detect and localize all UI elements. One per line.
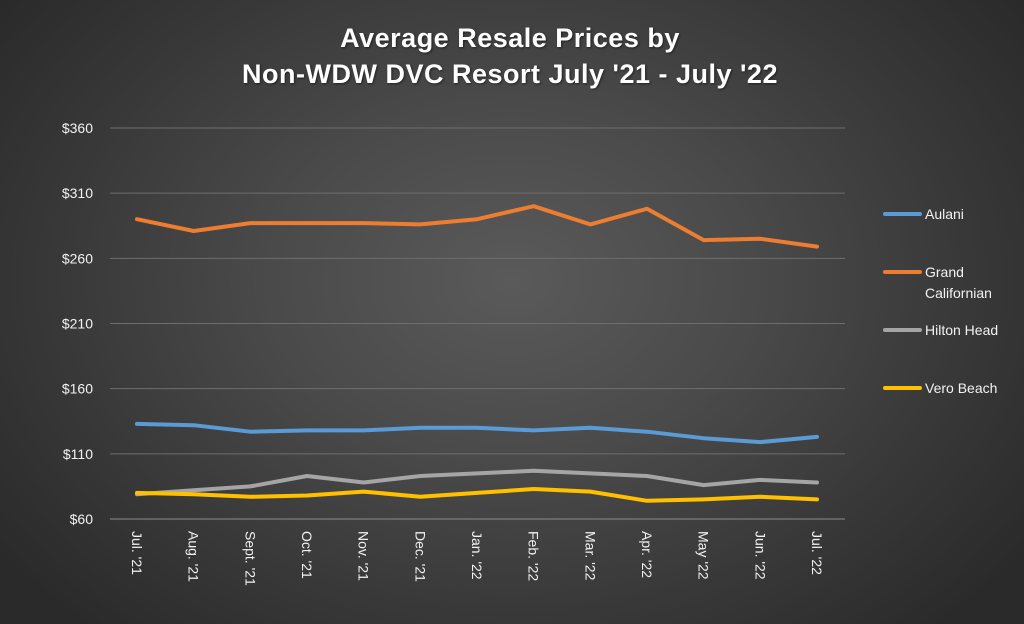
y-tick-label: $260	[62, 250, 93, 266]
series-line-hilton-head	[135, 468, 819, 497]
x-tick-label: Jan. '22	[469, 531, 485, 580]
x-tick-label: Jul. '22	[809, 531, 825, 575]
series-line-grand-californian	[135, 204, 819, 249]
x-tick-label: Jun. '22	[752, 531, 768, 580]
chart-title: Average Resale Prices by Non-WDW DVC Res…	[140, 20, 880, 92]
x-tick-label: Sept. '21	[242, 531, 258, 586]
legend-label: Hilton Head	[925, 322, 998, 338]
y-tick-label: $360	[62, 120, 93, 136]
y-tick-label: $110	[63, 446, 93, 462]
y-tick-label: $210	[62, 316, 93, 332]
chart-title-line-1: Average Resale Prices by	[340, 23, 680, 53]
x-tick-label: Nov. '21	[356, 531, 372, 581]
series-line-vero-beach	[135, 487, 819, 503]
y-tick-label: $310	[62, 185, 93, 201]
legend-label: Californian	[925, 285, 992, 301]
x-tick-label: Apr. '22	[639, 531, 655, 578]
legend-label: Aulani	[925, 206, 964, 222]
legend-label: Vero Beach	[925, 380, 997, 396]
x-tick-label: Feb. '22	[526, 531, 542, 581]
y-tick-label: $160	[62, 381, 93, 397]
legend-label: Grand	[925, 264, 964, 280]
y-tick-label: $60	[70, 511, 94, 527]
x-tick-label: Jul. '21	[129, 531, 145, 575]
x-tick-label: Mar. '22	[582, 531, 598, 581]
chart-title-line-2: Non-WDW DVC Resort July '21 - July '22	[242, 59, 778, 89]
x-tick-label: Dec. '21	[412, 531, 428, 582]
x-tick-label: Oct. '21	[299, 531, 315, 579]
x-tick-label: Aug. '21	[186, 531, 202, 582]
x-tick-label: May '22	[696, 531, 712, 580]
series-line-aulani	[135, 421, 819, 445]
